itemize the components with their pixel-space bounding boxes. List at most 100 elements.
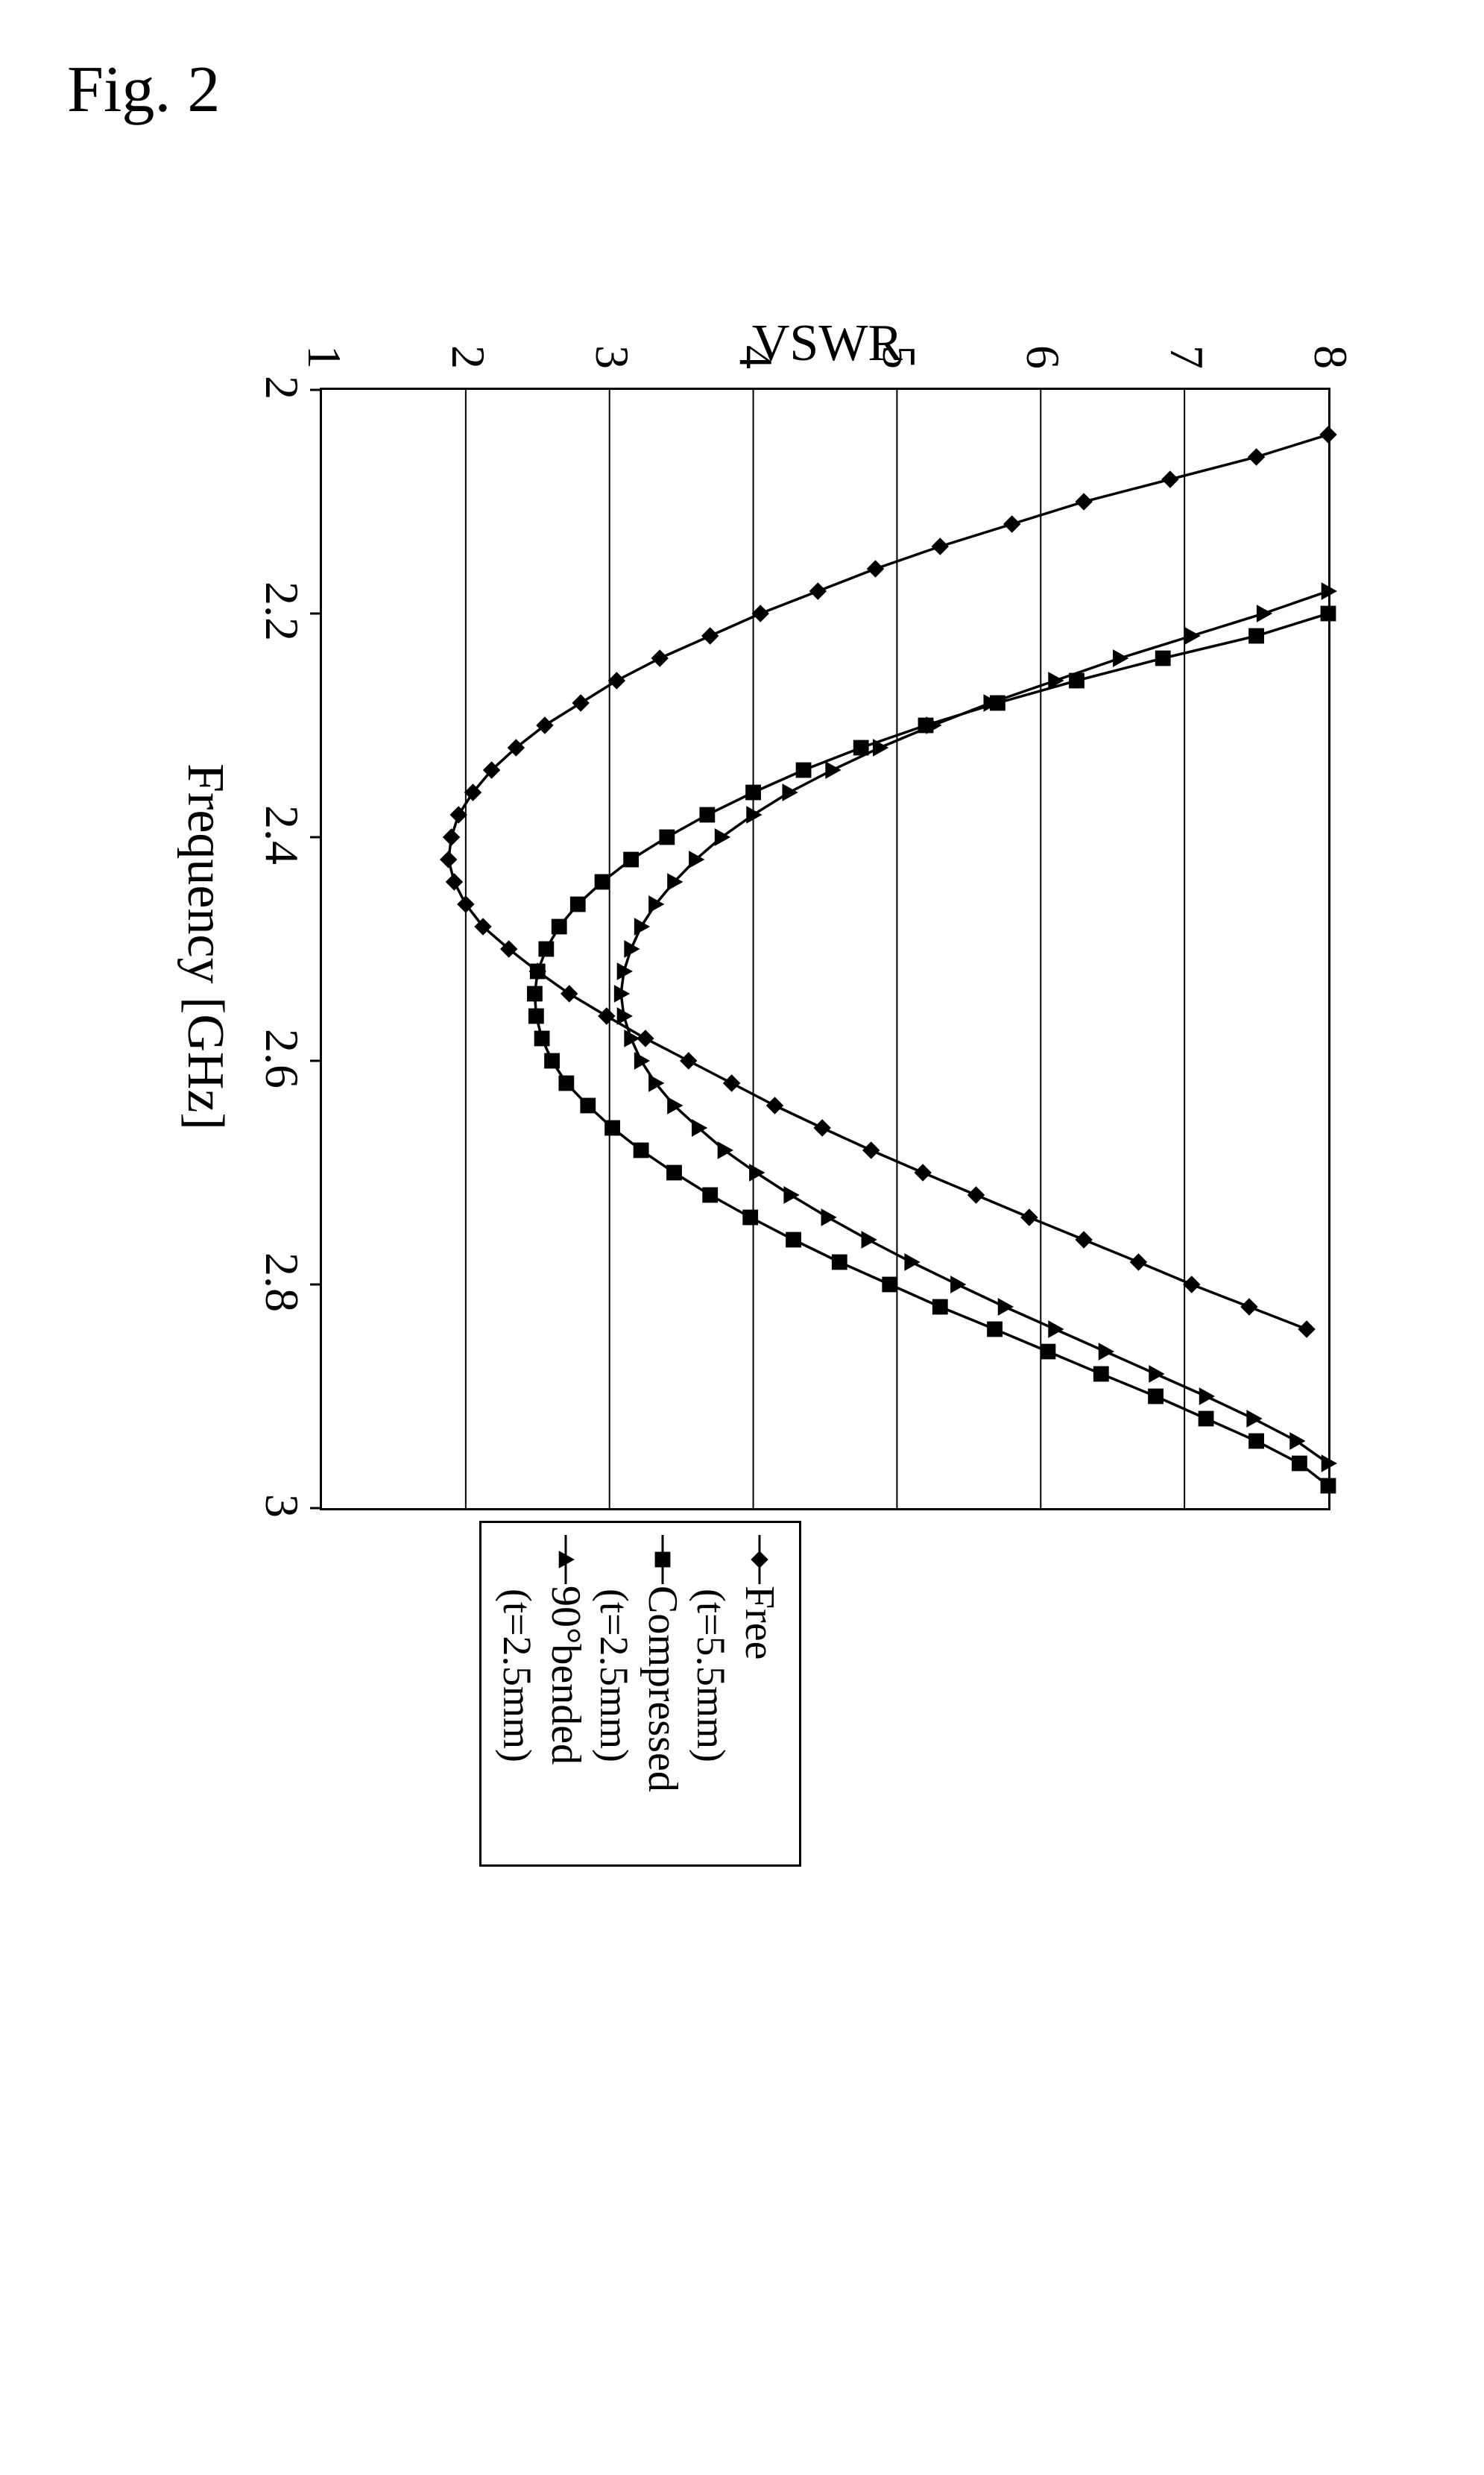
marker-diamond bbox=[767, 1097, 783, 1114]
marker-triangle bbox=[750, 1164, 765, 1181]
marker-diamond bbox=[868, 561, 884, 577]
marker-triangle bbox=[905, 1254, 920, 1270]
legend-label: Free bbox=[736, 1586, 783, 1660]
marker-triangle bbox=[998, 1299, 1013, 1315]
marker-triangle bbox=[747, 807, 762, 823]
marker-square bbox=[559, 1076, 574, 1091]
legend-sublabel: (t=2.5mm) bbox=[495, 1533, 540, 1854]
marker-triangle bbox=[926, 717, 941, 734]
marker-square bbox=[634, 1143, 648, 1158]
marker-square bbox=[528, 1009, 543, 1024]
marker-square bbox=[667, 1165, 682, 1180]
legend-marker-square-icon bbox=[648, 1533, 678, 1586]
marker-diamond bbox=[814, 1120, 830, 1136]
marker-square bbox=[595, 874, 610, 889]
marker-diamond bbox=[1021, 1209, 1038, 1226]
marker-triangle bbox=[625, 941, 640, 957]
marker-diamond bbox=[809, 583, 826, 599]
marker-square bbox=[605, 1120, 620, 1135]
legend-item: 90°bended bbox=[540, 1533, 592, 1854]
marker-square bbox=[545, 1053, 560, 1068]
marker-diamond bbox=[724, 1075, 740, 1091]
marker-triangle bbox=[1185, 628, 1200, 644]
x-tick-label: 2.6 bbox=[254, 1029, 309, 1088]
y-tick-label: 8 bbox=[1303, 324, 1358, 369]
marker-triangle bbox=[1099, 1343, 1114, 1360]
page: Fig. 2 12345678 22.22.42.62.83 VSWR Freq… bbox=[0, 0, 1484, 1815]
marker-triangle bbox=[1114, 650, 1128, 666]
marker-square bbox=[1321, 1478, 1336, 1493]
marker-triangle bbox=[784, 1187, 799, 1203]
marker-triangle bbox=[1257, 605, 1272, 622]
y-tick-label: 3 bbox=[584, 324, 640, 369]
marker-square bbox=[530, 964, 545, 979]
y-tick-label: 7 bbox=[1159, 324, 1214, 369]
marker-square bbox=[882, 1277, 897, 1292]
plot-area bbox=[320, 388, 1330, 1510]
x-axis-label: Frequency [GHz] bbox=[175, 763, 235, 1130]
marker-triangle bbox=[634, 918, 649, 935]
marker-diamond bbox=[932, 538, 948, 555]
marker-diamond bbox=[968, 1187, 985, 1203]
legend-sublabel: (t=5.5mm) bbox=[689, 1533, 733, 1854]
marker-triangle bbox=[826, 762, 841, 778]
series-compressed bbox=[534, 614, 1328, 1486]
marker-diamond bbox=[599, 1008, 615, 1024]
marker-square bbox=[660, 830, 675, 845]
marker-diamond bbox=[1004, 516, 1020, 532]
marker-diamond bbox=[441, 851, 457, 868]
marker-square bbox=[746, 785, 761, 800]
marker-diamond bbox=[863, 1142, 880, 1158]
marker-diamond bbox=[446, 874, 462, 890]
y-tick-label: 6 bbox=[1015, 324, 1070, 369]
marker-diamond bbox=[561, 986, 578, 1002]
marker-square bbox=[1155, 651, 1170, 666]
marker-triangle bbox=[1199, 1388, 1214, 1404]
y-axis-label: VSWR bbox=[752, 314, 903, 373]
marker-square bbox=[552, 919, 566, 934]
marker-square bbox=[1093, 1366, 1108, 1381]
y-tick-label: 2 bbox=[441, 324, 496, 369]
marker-diamond bbox=[1076, 1232, 1092, 1248]
marker-diamond bbox=[1320, 426, 1336, 443]
marker-triangle bbox=[1049, 1321, 1064, 1337]
legend-item: Free bbox=[733, 1533, 786, 1854]
marker-diamond bbox=[608, 672, 625, 689]
legend-marker-diamond-icon bbox=[745, 1533, 774, 1586]
legend: Free(t=5.5mm)Compressed(t=2.5mm)90°bende… bbox=[479, 1521, 801, 1867]
marker-diamond bbox=[1076, 494, 1092, 510]
marker-diamond bbox=[915, 1164, 931, 1181]
marker-square bbox=[570, 897, 585, 912]
marker-square bbox=[1249, 1434, 1264, 1448]
legend-sublabel: (t=2.5mm) bbox=[592, 1533, 637, 1854]
marker-square bbox=[700, 807, 715, 822]
marker-diamond bbox=[702, 628, 719, 644]
chart-rotator: 12345678 22.22.42.62.83 VSWR Frequency [… bbox=[0, 984, 742, 2475]
marker-diamond bbox=[572, 695, 589, 711]
y-tick-label: 1 bbox=[297, 324, 352, 369]
vswr-chart: 12345678 22.22.42.62.83 VSWR Frequency [… bbox=[108, 239, 1375, 1730]
figure-label: Fig. 2 bbox=[67, 52, 220, 127]
legend-label: Compressed bbox=[639, 1586, 686, 1792]
marker-square bbox=[832, 1255, 847, 1270]
legend-marker-triangle-icon bbox=[551, 1533, 581, 1586]
legend-label: 90°bended bbox=[542, 1586, 590, 1765]
marker-square bbox=[796, 763, 811, 778]
x-tick-label: 2.2 bbox=[254, 581, 309, 641]
x-tick-label: 2 bbox=[254, 376, 309, 400]
marker-square bbox=[988, 1322, 1003, 1337]
marker-triangle bbox=[821, 1209, 836, 1226]
marker-diamond bbox=[443, 829, 460, 845]
marker-triangle bbox=[634, 1053, 649, 1069]
marker-square bbox=[539, 942, 554, 956]
series-free bbox=[449, 435, 1328, 1329]
marker-square bbox=[1292, 1456, 1307, 1471]
marker-triangle bbox=[783, 784, 798, 801]
plot-svg bbox=[322, 390, 1328, 1508]
marker-triangle bbox=[862, 1232, 877, 1248]
marker-square bbox=[1149, 1389, 1163, 1404]
marker-diamond bbox=[651, 650, 668, 666]
marker-diamond bbox=[450, 807, 467, 823]
marker-square bbox=[1041, 1344, 1055, 1359]
marker-square bbox=[534, 1031, 549, 1046]
